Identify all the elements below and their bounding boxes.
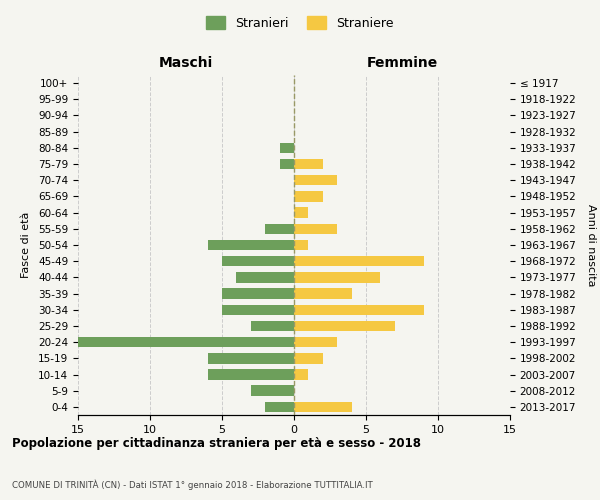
Y-axis label: Fasce di età: Fasce di età — [21, 212, 31, 278]
Bar — [294, 191, 323, 202]
Bar — [222, 288, 294, 299]
Y-axis label: Anni di nascita: Anni di nascita — [586, 204, 596, 286]
Text: COMUNE DI TRINITÀ (CN) - Dati ISTAT 1° gennaio 2018 - Elaborazione TUTTITALIA.IT: COMUNE DI TRINITÀ (CN) - Dati ISTAT 1° g… — [12, 480, 373, 490]
Bar — [265, 224, 294, 234]
Bar — [294, 159, 323, 170]
Bar — [236, 272, 294, 282]
Bar — [294, 208, 308, 218]
Bar — [294, 175, 337, 186]
Text: Femmine: Femmine — [367, 56, 437, 70]
Bar — [222, 256, 294, 266]
Bar — [294, 224, 337, 234]
Bar — [294, 272, 380, 282]
Text: Popolazione per cittadinanza straniera per età e sesso - 2018: Popolazione per cittadinanza straniera p… — [12, 437, 421, 450]
Bar — [294, 256, 424, 266]
Bar — [294, 402, 352, 412]
Bar — [265, 402, 294, 412]
Bar — [222, 304, 294, 315]
Bar — [294, 240, 308, 250]
Bar — [280, 142, 294, 153]
Bar — [294, 370, 308, 380]
Bar — [294, 337, 337, 347]
Bar — [208, 240, 294, 250]
Bar — [208, 353, 294, 364]
Bar — [251, 320, 294, 331]
Bar — [294, 320, 395, 331]
Legend: Stranieri, Straniere: Stranieri, Straniere — [202, 11, 398, 35]
Bar — [294, 304, 424, 315]
Bar — [208, 370, 294, 380]
Bar — [280, 159, 294, 170]
Text: Maschi: Maschi — [159, 56, 213, 70]
Bar — [294, 353, 323, 364]
Bar — [78, 337, 294, 347]
Bar — [251, 386, 294, 396]
Bar — [294, 288, 352, 299]
